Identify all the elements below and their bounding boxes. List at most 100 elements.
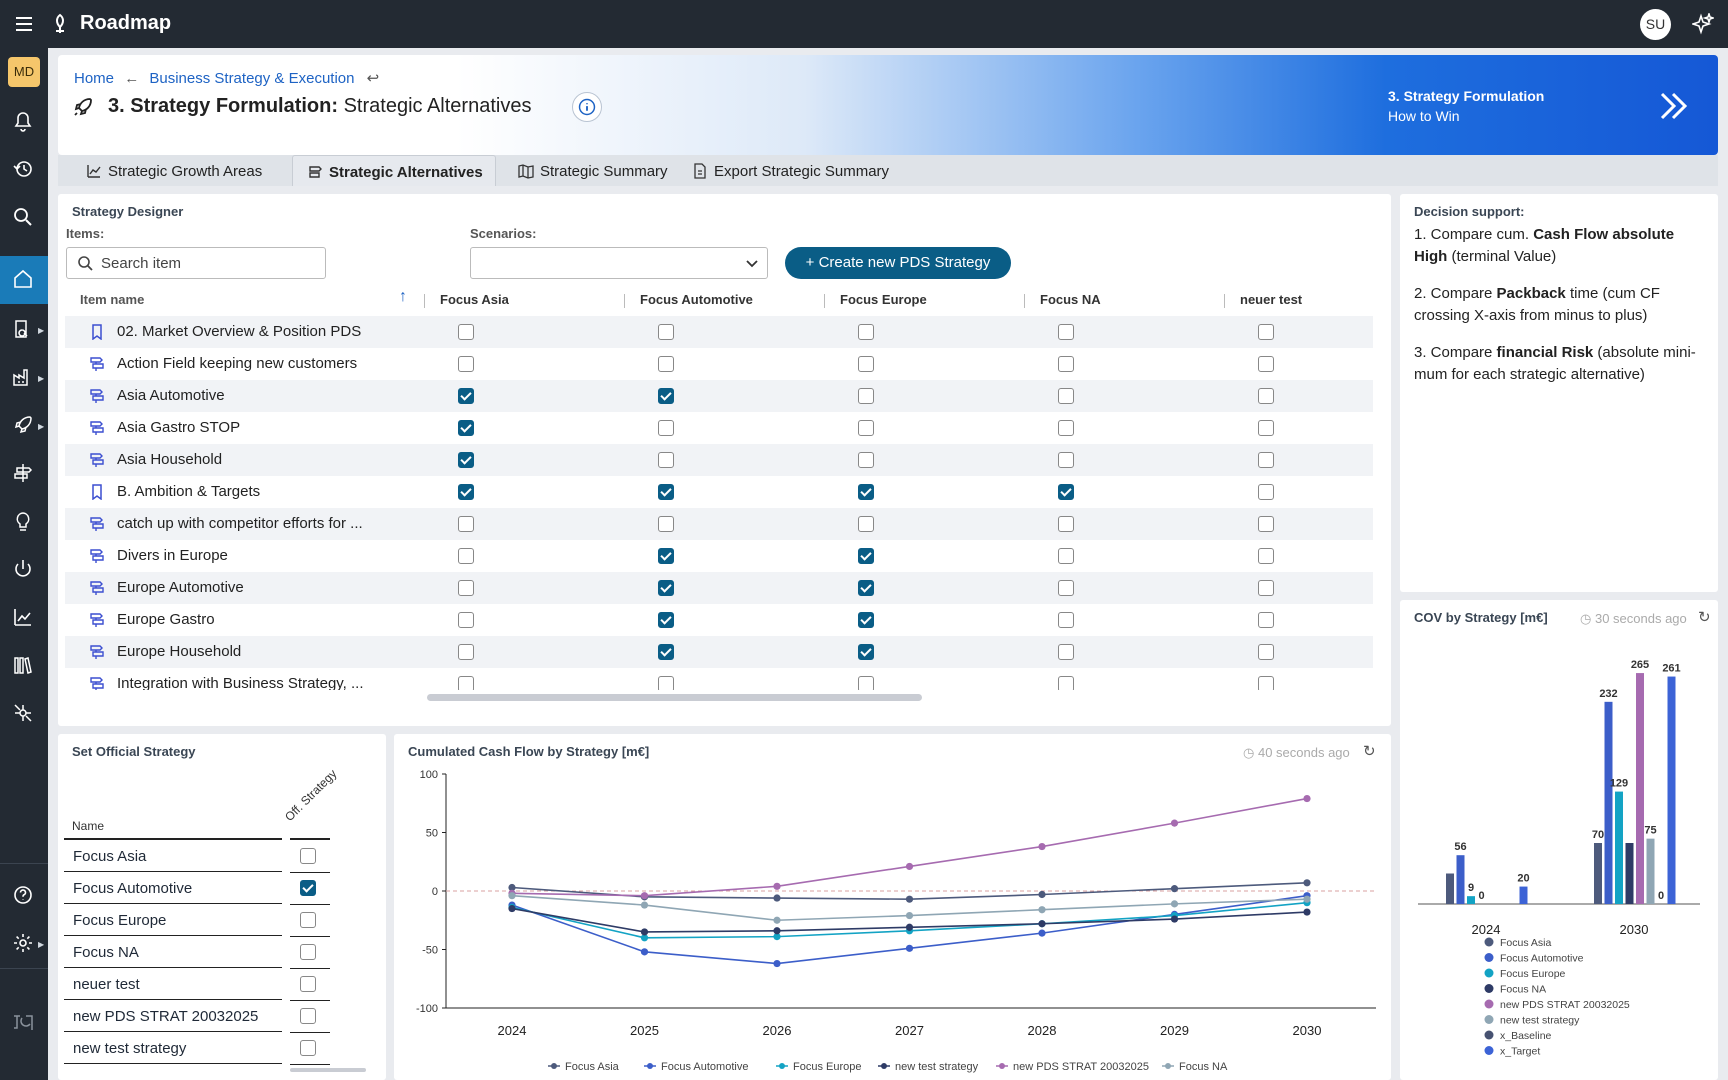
strategy-checkbox[interactable]	[658, 644, 674, 660]
tab-strategic-summary[interactable]: Strategic Summary	[504, 155, 680, 186]
breadcrumb-home[interactable]: Home	[74, 69, 115, 87]
return-icon[interactable]: ↩	[366, 70, 380, 88]
item-name[interactable]: Asia Gastro STOP	[117, 419, 241, 436]
table-row[interactable]: Europe Household	[65, 636, 1373, 668]
strategy-checkbox[interactable]	[458, 612, 474, 628]
item-name[interactable]: Action Field keeping new customers	[117, 355, 358, 372]
strategy-checkbox[interactable]	[458, 388, 474, 404]
official-strategy-checkbox[interactable]	[300, 1040, 316, 1056]
col-neuer-test[interactable]: neuer test	[1240, 292, 1303, 307]
table-row[interactable]: Divers in Europe	[65, 540, 1373, 572]
chart-icon[interactable]	[12, 606, 36, 630]
notifications-icon[interactable]	[12, 110, 36, 134]
scrollbar[interactable]	[290, 1068, 366, 1072]
strategy-checkbox[interactable]	[1058, 516, 1074, 532]
strategy-checkbox[interactable]	[1058, 676, 1074, 690]
home-icon[interactable]	[12, 268, 36, 292]
strategy-checkbox[interactable]	[658, 676, 674, 690]
strategy-checkbox[interactable]	[1058, 580, 1074, 596]
strategy-checkbox[interactable]	[1258, 580, 1274, 596]
tab-strategic-growth-areas[interactable]: Strategic Growth Areas	[72, 155, 274, 186]
strategy-checkbox[interactable]	[858, 516, 874, 532]
item-name[interactable]: Europe Gastro	[117, 611, 215, 628]
strategy-checkbox[interactable]	[1258, 548, 1274, 564]
strategy-checkbox[interactable]	[458, 644, 474, 660]
item-name[interactable]: B. Ambition & Targets	[117, 483, 261, 500]
ai-sparkle-icon[interactable]	[1692, 13, 1714, 35]
lightbulb-icon[interactable]	[12, 510, 36, 534]
strategy-checkbox[interactable]	[658, 388, 674, 404]
strategy-checkbox[interactable]	[1058, 612, 1074, 628]
strategy-checkbox[interactable]	[1058, 548, 1074, 564]
tab-strategic-alternatives[interactable]: Strategic Alternatives	[292, 155, 496, 186]
strategy-checkbox[interactable]	[858, 644, 874, 660]
col-focus-na[interactable]: Focus NA	[1040, 292, 1101, 307]
strategy-checkbox[interactable]	[1058, 484, 1074, 500]
sidebar-active-home[interactable]	[0, 256, 48, 304]
horizontal-scrollbar[interactable]	[427, 694, 922, 701]
strategy-checkbox[interactable]	[1258, 676, 1274, 690]
library-icon[interactable]	[12, 654, 36, 678]
strategy-checkbox[interactable]	[658, 548, 674, 564]
item-name[interactable]: Asia Household	[117, 451, 223, 468]
strategy-checkbox[interactable]	[858, 484, 874, 500]
sort-asc-icon[interactable]: ↑	[399, 288, 407, 305]
strategy-checkbox[interactable]	[1258, 484, 1274, 500]
strategy-checkbox[interactable]	[458, 676, 474, 690]
col-item-name[interactable]: Item name	[80, 292, 145, 307]
strategy-checkbox[interactable]	[1258, 612, 1274, 628]
strategy-checkbox[interactable]	[858, 452, 874, 468]
table-row[interactable]: Asia Household	[65, 444, 1373, 476]
strategy-checkbox[interactable]	[1258, 356, 1274, 372]
col-focus-europe[interactable]: Focus Europe	[840, 292, 927, 307]
strategy-checkbox[interactable]	[458, 420, 474, 436]
table-row[interactable]: Action Field keeping new customers	[65, 348, 1373, 380]
hamburger-menu-icon[interactable]	[14, 14, 34, 34]
official-strategy-checkbox[interactable]	[300, 1008, 316, 1024]
table-row[interactable]: catch up with competitor efforts for ...	[65, 508, 1373, 540]
strategy-checkbox[interactable]	[658, 580, 674, 596]
breadcrumb-parent[interactable]: Business Strategy & Execution	[149, 69, 355, 87]
strategy-checkbox[interactable]	[658, 420, 674, 436]
info-icon[interactable]	[572, 92, 602, 122]
item-name[interactable]: catch up with competitor efforts for ...	[117, 515, 363, 532]
strategy-checkbox[interactable]	[458, 516, 474, 532]
official-strategy-checkbox[interactable]	[300, 848, 316, 864]
strategy-checkbox[interactable]	[1058, 420, 1074, 436]
strategy-checkbox[interactable]	[458, 580, 474, 596]
tab-export-strategic-summary[interactable]: Export Strategic Summary	[678, 155, 901, 186]
table-row[interactable]: Europe Automotive	[65, 572, 1373, 604]
official-strategy-checkbox[interactable]	[300, 912, 316, 928]
scenarios-select[interactable]	[470, 247, 768, 279]
double-chevron-right-icon[interactable]	[1656, 88, 1692, 124]
strategy-checkbox[interactable]	[858, 356, 874, 372]
settings-gear-icon[interactable]	[12, 932, 36, 956]
strategy-checkbox[interactable]	[858, 324, 874, 340]
power-icon[interactable]	[12, 558, 36, 582]
document-search-icon[interactable]	[12, 318, 36, 342]
history-icon[interactable]	[12, 158, 36, 182]
factory-icon[interactable]	[12, 366, 36, 390]
col-focus-automotive[interactable]: Focus Automotive	[640, 292, 753, 307]
strategy-checkbox[interactable]	[658, 612, 674, 628]
refresh-icon[interactable]: ↻	[1698, 609, 1711, 626]
strategy-checkbox[interactable]	[858, 548, 874, 564]
table-row[interactable]: Asia Gastro STOP	[65, 412, 1373, 444]
signpost-icon[interactable]	[12, 462, 36, 486]
strategy-checkbox[interactable]	[1258, 324, 1274, 340]
col-focus-asia[interactable]: Focus Asia	[440, 292, 509, 307]
strategy-checkbox[interactable]	[1258, 388, 1274, 404]
strategy-checkbox[interactable]	[858, 676, 874, 690]
strategy-checkbox[interactable]	[458, 356, 474, 372]
strategy-checkbox[interactable]	[658, 516, 674, 532]
strategy-checkbox[interactable]	[658, 356, 674, 372]
strategy-checkbox[interactable]	[458, 324, 474, 340]
official-strategy-checkbox[interactable]	[300, 976, 316, 992]
table-row[interactable]: Europe Gastro	[65, 604, 1373, 636]
table-row[interactable]: B. Ambition & Targets	[65, 476, 1373, 508]
table-row[interactable]: 02. Market Overview & Position PDS	[65, 316, 1373, 348]
strategy-checkbox[interactable]	[1058, 324, 1074, 340]
strategy-checkbox[interactable]	[658, 324, 674, 340]
strategy-checkbox[interactable]	[458, 548, 474, 564]
rocket-icon[interactable]	[12, 414, 36, 438]
